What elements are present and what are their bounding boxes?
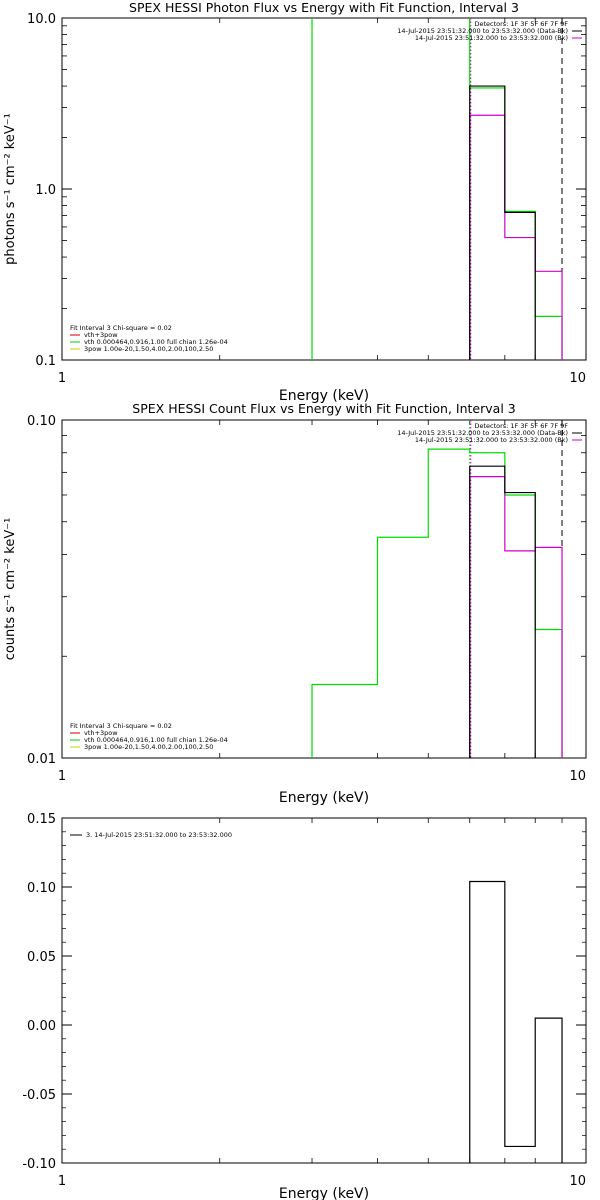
header-line: 14-Jul-2015 23:51:32.000 to 23:53:32.000…: [397, 429, 568, 437]
series-line-2: [469, 114, 563, 360]
y-axis-label: counts s⁻¹ cm⁻² keV⁻¹: [3, 518, 18, 661]
x-axis-label: Energy (keV): [279, 1186, 369, 1200]
x-tick-label: 10: [569, 769, 586, 784]
chart-panel-3: 1 10 -0.10 -0.05 0.00 0.05 0.10 0.15 Energy (keV…: [22, 812, 587, 1200]
y-tick-label: 0.10: [27, 414, 56, 429]
x-tick-label: 1: [58, 1174, 66, 1189]
chart-panel-2: 1 10 0.01 0.10 SPEX HESSI Count Flux vs Ener…: [3, 401, 587, 806]
y-tick-label: 0.1: [35, 354, 56, 369]
series-line-1: [469, 880, 563, 1163]
series-line-2: [469, 476, 563, 758]
x-tick-label: 10: [569, 371, 586, 386]
legend-item: 3. 14-Jul-2015 23:51:32.000 to 23:53:32.…: [86, 831, 232, 839]
y-axis-label: photons s⁻¹ cm⁻² keV⁻¹: [3, 113, 18, 265]
chart-panel-1: 1 10 0.1 1.0 10.0 SPEX HESSI Photon Flux vs E…: [3, 0, 587, 404]
y-tick-label: 10.0: [27, 12, 56, 27]
chart-title: SPEX HESSI Photon Flux vs Energy with Fi…: [129, 0, 519, 15]
plot-frame: [61, 419, 587, 759]
legend-title: Fit Interval 3 Chi-square = 0.02: [70, 324, 172, 332]
legend-item: 3pow 1.00e-20,1.50,4.00,2.00,100,2.50: [84, 345, 213, 353]
chart-title: SPEX HESSI Count Flux vs Energy with Fit…: [132, 401, 515, 416]
legend-item: vth+3pow: [84, 729, 118, 737]
series-line-3: [469, 85, 536, 360]
series-line-1: [311, 18, 563, 360]
x-axis-label: Energy (keV): [279, 790, 369, 806]
x-tick-label: 1: [58, 769, 66, 784]
plot-frame: [61, 17, 587, 361]
x-axis-label: Energy (keV): [279, 388, 369, 404]
legend-item: vth+3pow: [84, 331, 118, 339]
y-tick-label: -0.10: [22, 1157, 56, 1172]
y-tick-label: 0.10: [27, 881, 56, 896]
y-tick-label: 0.00: [27, 1019, 56, 1034]
y-tick-label: 1.0: [35, 183, 56, 198]
y-tick-label: 0.01: [27, 752, 56, 767]
legend-item: vth 0.000464,0.916,1.00 full chian 1.26e…: [84, 338, 228, 346]
legend-item: 3pow 1.00e-20,1.50,4.00,2.00,100,2.50: [84, 743, 213, 751]
series-line-3: [469, 465, 536, 758]
header-line: 14-Jul-2015 23:51:32.000 to 23:53:32.000…: [415, 436, 568, 444]
y-tick-label: 0.05: [27, 950, 56, 965]
plot-frame: [61, 817, 587, 1164]
series-line-1: [311, 448, 563, 758]
y-tick-label: -0.05: [22, 1088, 56, 1103]
header-line: 14-Jul-2015 23:51:32.000 to 23:53:32.000…: [415, 34, 568, 42]
header-line: Detectors: 1F 3F 5F 6F 7F 9F: [474, 422, 568, 430]
x-tick-label: 1: [58, 371, 66, 386]
legend-item: vth 0.000464,0.916,1.00 full chian 1.26e…: [84, 736, 228, 744]
y-tick-label: 0.15: [27, 812, 56, 827]
legend-title: Fit Interval 3 Chi-square = 0.02: [70, 722, 172, 730]
header-line: 14-Jul-2015 23:51:32.000 to 23:53:32.000…: [397, 27, 568, 35]
header-line: Detectors: 1F 3F 5F 6F 7F 9F: [474, 20, 568, 28]
x-tick-label: 10: [569, 1174, 586, 1189]
